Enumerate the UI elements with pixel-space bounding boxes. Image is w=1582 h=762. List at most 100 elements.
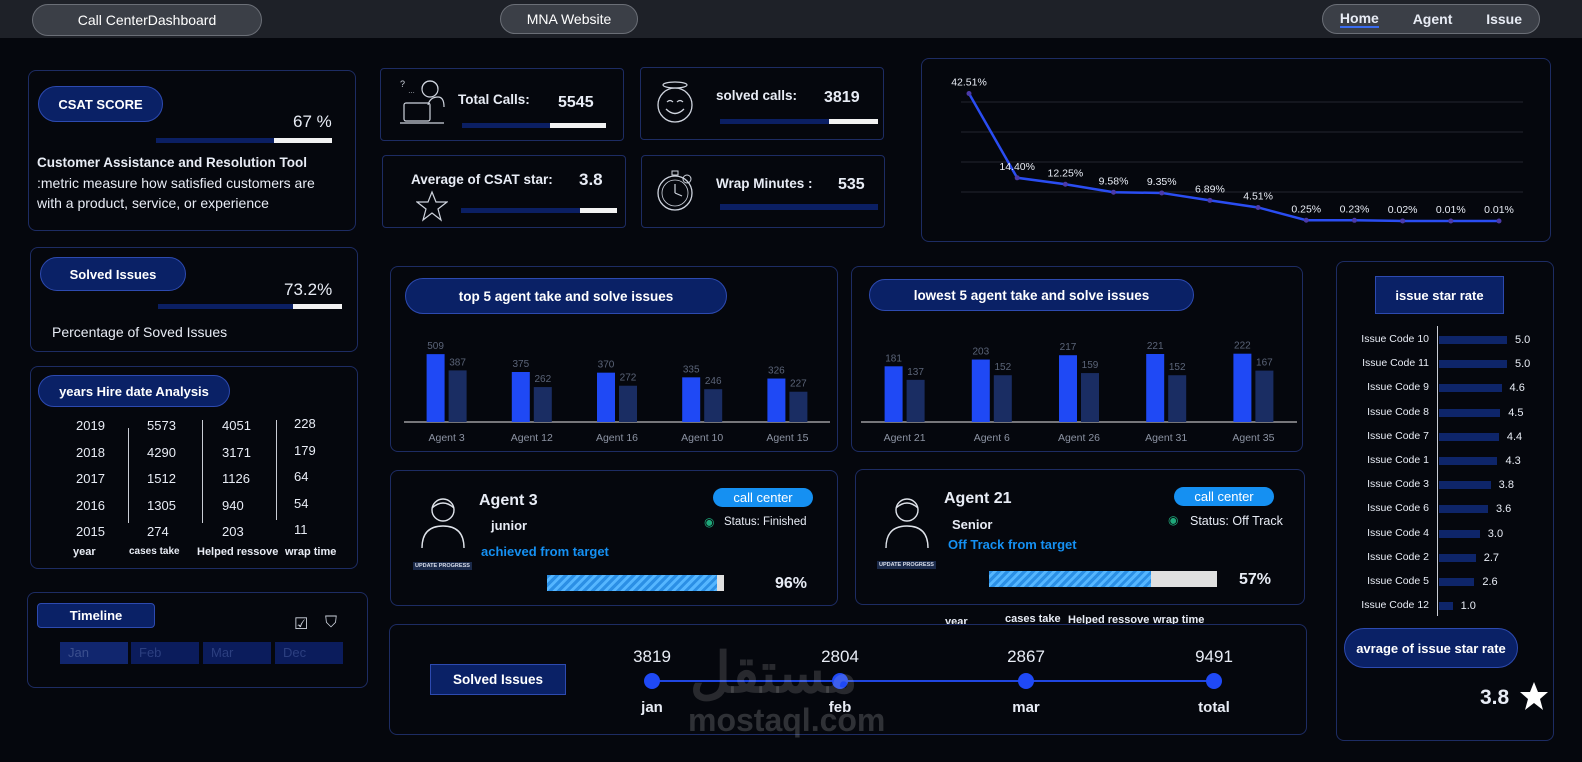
bar-value-label: 387 [449,357,466,368]
issue-star-value: 1.0 [1460,600,1476,613]
total-calls-bar-rest [549,123,606,128]
clear-filter-icon[interactable]: ⛉ [325,614,338,631]
issue-code-label: Issue Code 5 [1367,575,1429,587]
pareto-label: 14.40% [999,161,1035,173]
timeline-value: 3819 [633,647,671,666]
nav-issue[interactable]: Issue [1486,11,1523,27]
wrap-minutes-card [641,155,885,228]
agent-avatar-icon [421,498,465,549]
bar-value-label: 203 [972,347,989,358]
bar [971,359,990,422]
worst-update-progress-button[interactable]: UPDATE PROGRESS [877,561,936,569]
pareto-point [966,90,972,96]
worst-agent-progress-fill [989,571,1151,587]
timeline-value: 2804 [821,647,859,666]
star-outline-icon [416,190,448,222]
issue-star-bar [1439,505,1488,514]
nav-bar: Home Agent Issue [1322,4,1540,34]
bar [1233,353,1252,422]
pareto-point [1400,218,1406,224]
category-label: Agent 3 [428,432,464,444]
bar [533,387,552,422]
timeline-value: 9491 [1195,647,1233,666]
month-jan[interactable]: Jan [60,642,128,664]
lowest5-chart: 181 137 Agent 21 203 152 Agent 6 217 159 Agent 2… [861,341,1297,444]
timeline-label: Timeline [37,603,155,628]
issue-code-label: Issue Code 1 [1367,454,1429,466]
csat-bar-rest [273,138,332,143]
pareto-panel [921,58,1551,242]
top5-chart: 509 387 Agent 3 375 262 Agent 12 370 272 Agent 1… [404,341,830,444]
pareto-label: 0.02% [1388,204,1418,216]
issue-code-label: Issue Code 7 [1367,429,1429,442]
bar-value-label: 167 [1256,358,1273,369]
worst-agent-progress [989,571,1217,587]
bar-value-label: 335 [683,364,700,375]
timeline-dot [1206,673,1222,689]
worst-agent-level: Senior [952,517,993,532]
wrap-minutes-label: Wrap Minutes : [716,176,813,191]
issue-star-value: 3.8 [1498,479,1514,492]
pareto-label: 0.01% [1436,204,1466,216]
svg-text:?: ? [400,79,405,89]
hire-head-year: year [73,546,96,558]
best-update-progress-button[interactable]: UPDATE PROGRESS [413,562,472,570]
nav-home[interactable]: Home [1339,10,1379,28]
hire-cases-cell: 4290 [147,444,176,460]
hire-helped-cell: 203 [222,524,244,539]
pareto-point [1303,217,1309,223]
issue-code-label: Issue Code 3 [1367,478,1429,491]
bar [597,372,615,422]
hire-head-wrap: wrap time [285,546,337,558]
bar [1059,355,1077,422]
pareto-label: 9.58% [1099,175,1129,187]
nav-agent[interactable]: Agent [1412,11,1453,27]
solved-issues-label: Solved Issues [40,257,186,291]
month-feb[interactable]: Feb [131,642,199,664]
timeline-dot [644,673,660,689]
category-label: Agent 12 [511,432,553,444]
month-mar[interactable]: Mar [203,642,271,664]
multi-select-icon[interactable]: ☑ [294,616,309,633]
hire-helped-cell: 1126 [222,471,250,486]
pareto-label: 12.25% [1048,167,1084,179]
csat-star-label: Average of CSAT star: [411,172,553,187]
bar [884,366,903,422]
issue-code-label: Issue Code 12 [1361,599,1429,612]
bar-value-label: 509 [427,341,444,352]
watermark-arabic: مستقل [690,641,858,704]
issue-star-bar [1439,553,1476,562]
dashboard-title-button[interactable]: Call CenterDashboard [32,4,262,36]
best-agent-pill[interactable]: call center [713,488,813,507]
hire-wrap-cell: 11 [294,522,308,537]
best-agent-percent: 96% [775,575,808,592]
wrap-minutes-bar [720,204,878,210]
worst-agent-pill[interactable]: call center [1174,487,1274,506]
bar-value-label: 159 [1082,360,1099,371]
hire-cases-cell: 1305 [147,497,176,513]
issue-code-label: Issue Code 8 [1367,405,1429,418]
hire-year-cell: 2017 [76,471,105,486]
wrap-minutes-value: 535 [838,176,865,193]
pareto-label: 6.89% [1195,183,1225,195]
hire-wrap-cell: 179 [294,442,316,458]
pareto-point [1062,181,1068,187]
issue-code-label: Issue Code 11 [1362,357,1429,370]
issue-star-value: 2.6 [1482,576,1498,588]
solved-issues-bar-rest [292,304,342,309]
csat-star-value: 3.8 [579,170,603,189]
category-label: Agent 6 [974,432,1010,444]
hire-cases-cell: 5573 [147,418,176,433]
floating-helped-label: Helped ressove [1068,614,1150,626]
total-calls-bar [462,123,606,128]
hire-year-cell: 2015 [76,524,105,539]
bar-value-label: 152 [1169,362,1186,373]
issue-star-bar [1439,529,1480,538]
best-agent-level: junior [491,518,528,533]
month-dec[interactable]: Dec [275,642,343,664]
bar [993,375,1012,422]
pareto-point [1014,175,1020,181]
website-button[interactable]: MNA Website [500,4,638,34]
pareto-point [1448,218,1454,224]
total-calls-value: 5545 [558,94,594,111]
